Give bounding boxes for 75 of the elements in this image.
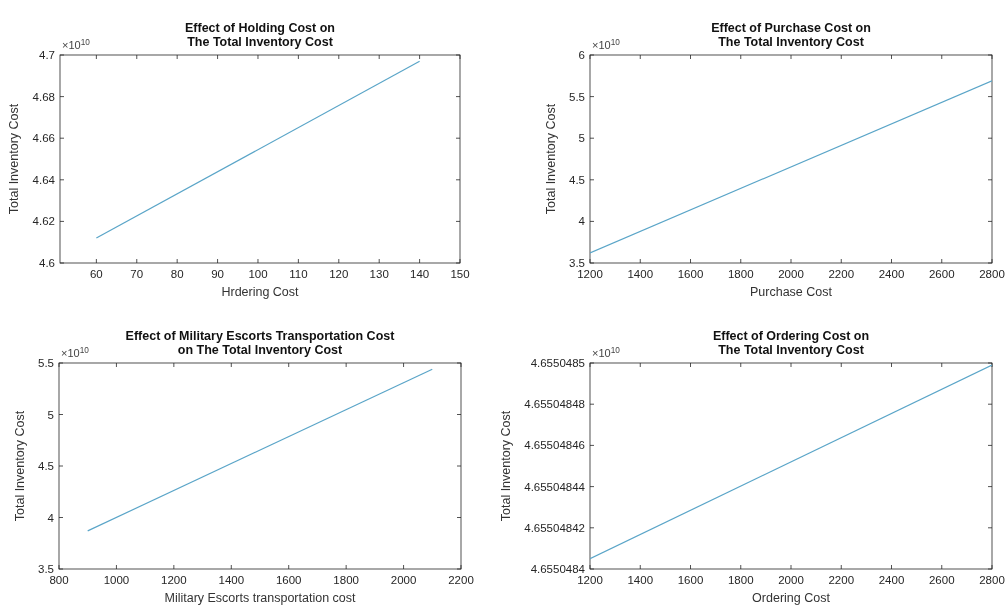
y-tick-label: 4.65504844 [524,480,586,493]
x-axis-title: Purchase Cost [750,285,833,299]
y-tick-label: 4.62 [32,215,55,228]
x-tick-label: 1200 [577,268,603,280]
y-axis-title: Total Inventory Cost [7,103,22,215]
y-tick-label: 5 [578,132,585,145]
x-tick-label: 2200 [828,574,855,586]
y-axis-title: Total Inventory Cost [543,103,558,215]
y-tick-label: 4.65504846 [524,439,585,452]
y-tick-label: 5 [47,408,54,421]
x-tick-label: 2000 [778,268,804,280]
y-tick-label: 4.7 [39,49,55,61]
x-axis-title: Military Escorts transportation cost [164,591,357,605]
chart-title: Effect of Military Escorts Transportation Cost on The Total Inventory Cost [125,329,396,357]
text: ×10$^{10}$ [592,345,621,359]
chart-title: Effect of Purchase Cost on The Total Inventory Cost [711,21,871,49]
x-tick-label: 90 [211,268,224,280]
y-tick-label: 4.66 [32,132,55,145]
y-tick-label: 6 [578,49,585,61]
y-tick-label: 3.5 [569,257,585,269]
x-tick-label: 2400 [878,268,905,280]
x-tick-label: 2000 [390,574,417,586]
x-tick-label: 2000 [778,574,804,586]
x-tick-label: 1600 [677,268,704,280]
y-tick-label: 4 [47,511,55,524]
text: ×10$^{10}$ [592,37,621,51]
y-tick-label: 3.5 [38,563,54,575]
y-tick-label: 4.64 [32,173,56,186]
y-tick-label: 4.6 [39,257,55,269]
chart-title: Effect of Holding Cost on The Total Inventory Cost [185,21,335,49]
x-tick-label: 1400 [627,268,654,280]
x-tick-label: 2800 [979,268,1005,280]
x-tick-label: 1400 [627,574,654,586]
y-axis-title: Total Inventory Cost [12,410,27,522]
y-tick-label: 4 [578,215,586,228]
x-tick-label: 1200 [577,574,603,586]
y-axis-title: Total Inventory Cost [499,410,513,522]
x-tick-label: 1000 [103,574,130,586]
y-tick-label: 4.65504842 [524,521,585,534]
x-tick-label: 800 [49,574,69,586]
x-tick-label: 130 [369,268,389,280]
x-tick-label: 2400 [878,574,905,586]
x-tick-label: 1400 [218,574,245,586]
y-tick-label: 5.5 [38,357,54,369]
x-tick-label: 120 [329,268,349,280]
x-tick-label: 140 [410,268,430,280]
x-tick-label: 2800 [979,574,1005,586]
x-tick-label: 100 [248,268,268,280]
x-tick-label: 2200 [448,574,474,586]
x-tick-label: 1200 [161,574,187,586]
text: ×10$^{10}$ [62,37,91,51]
x-tick-label: 2600 [928,574,955,586]
y-tick-label: 4.6550484 [530,563,586,575]
x-tick-label: 1600 [275,574,302,586]
x-tick-label: 2200 [828,268,855,280]
x-tick-label: 1800 [333,574,359,586]
y-tick-label: 4.65504848 [524,398,585,411]
x-tick-label: 60 [89,268,103,280]
y-tick-label: 4.6550485 [530,357,585,369]
x-axis-title: Ordering Cost [752,591,831,605]
x-tick-label: 80 [170,268,184,280]
y-tick-label: 5.5 [569,90,585,103]
y-tick-label: 4.5 [569,173,585,186]
x-tick-label: 1600 [677,574,704,586]
y-tick-label: 4.5 [38,460,54,472]
x-tick-label: 110 [289,268,308,280]
x-tick-label: 2600 [928,268,955,280]
chart-title: Effect of Ordering Cost on The Total Inventory Cost [712,329,870,357]
y-tick-label: 4.68 [32,90,55,103]
x-tick-label: 70 [130,268,144,280]
x-tick-label: 1800 [727,574,754,586]
x-tick-label: 150 [450,268,470,280]
x-tick-label: 1800 [727,268,754,280]
text: ×10$^{10}$ [61,345,90,359]
x-axis-title: Hrdering Cost [221,285,300,299]
